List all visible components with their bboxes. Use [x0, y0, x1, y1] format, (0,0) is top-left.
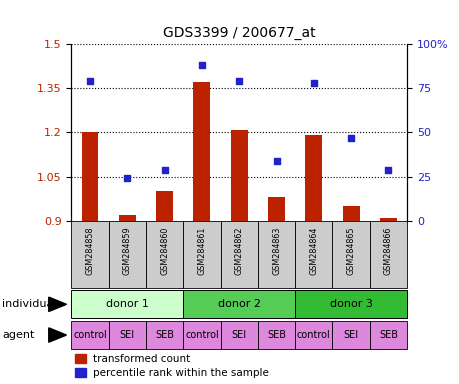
Bar — [183, 321, 220, 349]
Text: GSM284863: GSM284863 — [271, 226, 280, 275]
Bar — [342, 206, 359, 221]
Text: SEI: SEI — [343, 330, 358, 340]
Text: transformed count: transformed count — [93, 354, 190, 364]
Point — [235, 78, 242, 84]
Text: GSM284861: GSM284861 — [197, 226, 206, 275]
Bar — [81, 132, 98, 221]
Text: control: control — [297, 330, 330, 340]
Bar — [74, 354, 86, 363]
Bar — [295, 221, 332, 288]
Title: GDS3399 / 200677_at: GDS3399 / 200677_at — [162, 26, 315, 40]
Bar — [220, 321, 257, 349]
Bar — [295, 321, 332, 349]
Bar — [71, 291, 183, 318]
Bar — [71, 321, 108, 349]
Text: control: control — [185, 330, 218, 340]
Bar — [108, 321, 146, 349]
Text: SEB: SEB — [378, 330, 397, 340]
Bar — [369, 321, 406, 349]
Text: GSM284860: GSM284860 — [160, 226, 169, 275]
Text: donor 1: donor 1 — [106, 299, 148, 310]
Bar — [257, 221, 295, 288]
Point — [384, 167, 391, 173]
Bar — [183, 221, 220, 288]
Point — [309, 80, 317, 86]
Point — [272, 158, 280, 164]
Bar — [295, 291, 406, 318]
Text: GSM284866: GSM284866 — [383, 226, 392, 275]
Bar — [74, 368, 86, 377]
Bar — [332, 221, 369, 288]
Text: donor 2: donor 2 — [217, 299, 260, 310]
Bar — [183, 291, 295, 318]
Bar — [230, 129, 247, 221]
Text: control: control — [73, 330, 106, 340]
Text: GSM284862: GSM284862 — [234, 226, 243, 275]
Bar — [156, 191, 173, 221]
Text: GSM284864: GSM284864 — [308, 226, 318, 275]
Point — [198, 62, 205, 68]
Bar — [146, 221, 183, 288]
Text: SEB: SEB — [155, 330, 174, 340]
Text: GSM284858: GSM284858 — [85, 226, 94, 275]
Point — [123, 175, 131, 182]
Text: GSM284859: GSM284859 — [123, 226, 131, 275]
Polygon shape — [49, 297, 67, 311]
Bar — [379, 218, 396, 221]
Text: GSM284865: GSM284865 — [346, 226, 355, 275]
Bar — [118, 215, 135, 221]
Polygon shape — [49, 328, 67, 342]
Point — [86, 78, 94, 84]
Text: SEI: SEI — [119, 330, 134, 340]
Text: donor 3: donor 3 — [329, 299, 372, 310]
Bar — [146, 321, 183, 349]
Bar — [305, 136, 321, 221]
Point — [161, 167, 168, 173]
Text: individual: individual — [2, 299, 56, 310]
Point — [347, 135, 354, 141]
Text: SEI: SEI — [231, 330, 246, 340]
Bar — [108, 221, 146, 288]
Bar — [257, 321, 295, 349]
Bar — [369, 221, 406, 288]
Bar — [332, 321, 369, 349]
Text: SEB: SEB — [266, 330, 285, 340]
Bar — [220, 221, 257, 288]
Text: agent: agent — [2, 330, 34, 340]
Bar — [268, 197, 284, 221]
Text: percentile rank within the sample: percentile rank within the sample — [93, 367, 269, 378]
Bar — [71, 221, 108, 288]
Bar — [193, 83, 210, 221]
